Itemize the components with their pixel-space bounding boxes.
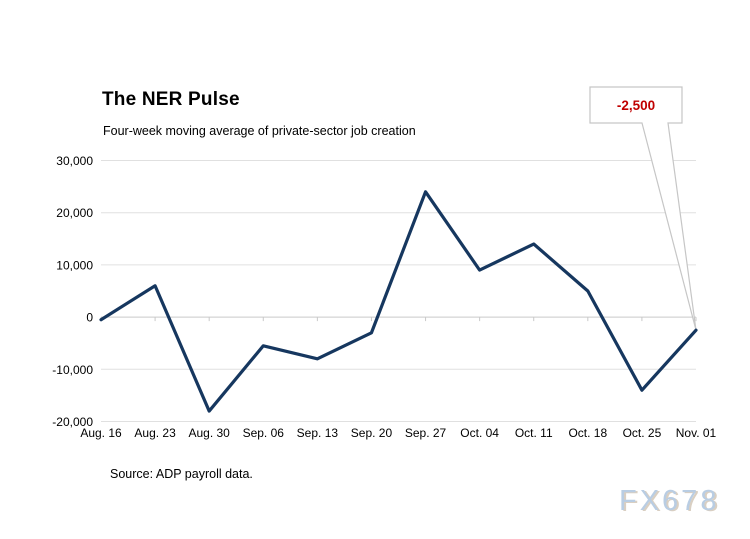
x-axis-label: Aug. 23	[134, 426, 176, 440]
source-note: Source: ADP payroll data.	[110, 467, 253, 481]
x-axis-label: Sep. 20	[351, 426, 393, 440]
callout-annotation: -2,500	[590, 87, 682, 123]
x-axis-label: Nov. 01	[676, 426, 717, 440]
x-axis-label: Oct. 18	[568, 426, 607, 440]
watermark: FX678	[619, 485, 720, 517]
x-axis-label: Sep. 06	[243, 426, 285, 440]
x-axis-label: Sep. 13	[297, 426, 339, 440]
x-axis-label: Oct. 04	[460, 426, 499, 440]
data-line	[99, 190, 698, 413]
callout-shape	[589, 86, 697, 331]
y-axis-label: 20,000	[56, 206, 93, 220]
y-axis-label: 30,000	[56, 154, 93, 168]
x-axis-label: Oct. 11	[515, 426, 553, 440]
y-axis-label: 10,000	[56, 258, 93, 272]
x-axis-label: Sep. 27	[405, 426, 447, 440]
chart-title: The NER Pulse	[102, 89, 240, 110]
chart-subtitle: Four-week moving average of private-sect…	[103, 124, 416, 138]
y-axis-label: -10,000	[52, 363, 93, 377]
y-axis-label: 0	[86, 311, 93, 325]
y-axis-label: -20,000	[52, 415, 93, 429]
x-axis-label: Aug. 16	[80, 426, 122, 440]
x-axis-label: Oct. 25	[623, 426, 662, 440]
callout-value: -2,500	[616, 97, 656, 113]
x-axis-label: Aug. 30	[188, 426, 230, 440]
